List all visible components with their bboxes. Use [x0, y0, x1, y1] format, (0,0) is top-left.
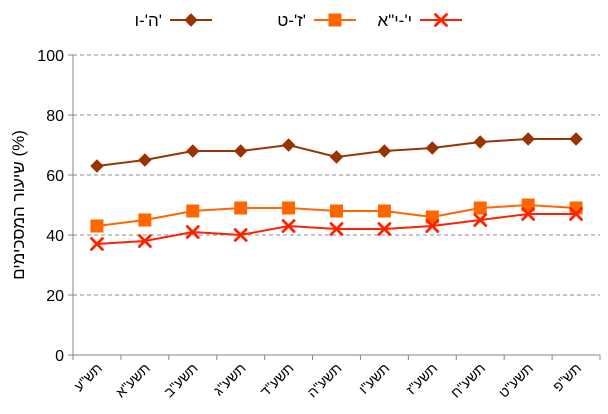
x-tick-label: תשע"ו	[355, 360, 392, 397]
data-point-square	[473, 201, 487, 215]
series-1	[90, 132, 583, 173]
data-point-square	[521, 198, 535, 212]
data-point-diamond	[233, 144, 248, 158]
x-tick-label: תש"ע	[71, 360, 105, 394]
x-tick-label: תשע"ז	[403, 360, 441, 398]
data-point-diamond	[186, 144, 200, 158]
data-point-x	[425, 219, 440, 233]
x-tick-label: תשע"ד	[257, 360, 297, 400]
data-point-diamond	[521, 132, 535, 146]
y-axis-title: שיעור המסכימים (%)	[9, 130, 28, 280]
data-point-diamond	[90, 159, 104, 173]
y-tick-label: 60	[46, 168, 64, 185]
legend-label: י'-י"א	[378, 11, 412, 30]
x-tick-label: תשע"ה	[304, 360, 345, 401]
y-tick-label: 80	[46, 108, 64, 125]
data-point-diamond	[138, 153, 152, 167]
y-tick-label: 20	[46, 288, 64, 305]
data-point-x	[90, 237, 104, 251]
y-tick-label: 100	[37, 48, 64, 65]
data-point-x	[137, 234, 152, 248]
data-point-square	[138, 213, 152, 227]
data-point-x	[329, 222, 344, 236]
data-point-square	[377, 204, 391, 218]
axes	[68, 54, 601, 360]
data-point-square	[425, 210, 439, 224]
data-point-diamond	[569, 132, 583, 146]
legend-item: י'-י"א	[378, 11, 462, 30]
x-tick-label: תשע"א	[112, 360, 153, 401]
data-point-diamond	[184, 13, 198, 27]
data-point-square	[282, 201, 296, 215]
y-tick-label: 40	[46, 228, 64, 245]
data-point-square	[330, 204, 343, 218]
data-point-diamond	[281, 138, 296, 152]
legend: י'-י"א ז'-ט' ה'-ו'	[135, 11, 462, 30]
data-point-square	[186, 204, 200, 218]
data-point-diamond	[473, 135, 487, 149]
legend-label: ז'-ט'	[277, 11, 306, 30]
series-3	[90, 207, 583, 251]
series-2	[90, 198, 583, 233]
data-point-x	[434, 13, 448, 27]
x-tick-label: תשע"ב	[161, 360, 201, 400]
gridlines	[73, 54, 600, 296]
data-point-x	[185, 225, 200, 239]
data-point-x	[521, 207, 536, 221]
data-point-x	[281, 219, 296, 233]
legend-item: ה'-ו'	[135, 11, 212, 30]
data-point-x	[473, 213, 488, 227]
x-tick-label: תשע"ג	[210, 360, 249, 399]
data-point-square	[90, 219, 104, 233]
data-point-diamond	[329, 150, 344, 164]
series-group	[90, 132, 583, 251]
x-tick-label: תשע"ט	[495, 360, 536, 401]
data-point-square	[234, 201, 248, 215]
legend-label: ה'-ו'	[135, 11, 162, 30]
data-point-diamond	[377, 144, 392, 158]
legend-item: ז'-ט'	[277, 11, 356, 30]
data-point-x	[233, 228, 248, 242]
data-point-square	[328, 13, 342, 27]
data-point-x	[569, 207, 583, 221]
x-tick-label: תשע"ח	[447, 360, 488, 401]
x-tick-label: תש"פ	[549, 360, 584, 395]
data-point-x	[377, 222, 392, 236]
data-point-diamond	[425, 141, 440, 155]
y-tick-label: 0	[55, 348, 64, 365]
